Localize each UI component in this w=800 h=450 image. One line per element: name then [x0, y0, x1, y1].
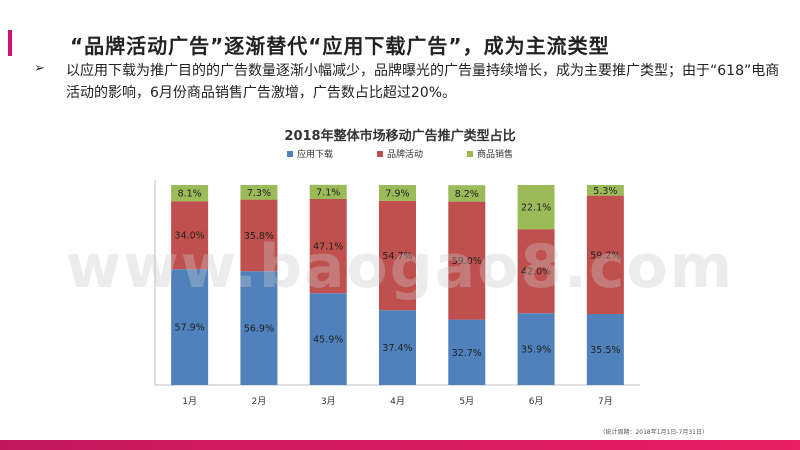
data-label-brand-3: 47.1%: [313, 242, 343, 253]
bar-app-2: [240, 271, 278, 385]
legend-item-sales: 商品销售: [467, 147, 513, 160]
data-label-sales-1: 8.1%: [178, 189, 202, 200]
bar-sales-6: [517, 185, 555, 230]
data-label-brand-2: 35.8%: [244, 231, 274, 242]
x-tick-label-4: 4月: [390, 396, 405, 407]
data-label-sales-7: 5.3%: [593, 186, 617, 197]
chart-title: 2018年整体市场移动广告推广类型占比: [284, 129, 516, 144]
bar-app-6: [517, 313, 555, 385]
x-tick-label-6: 6月: [529, 396, 544, 407]
bar-app-5: [448, 319, 486, 385]
data-label-sales-2: 7.3%: [247, 188, 271, 199]
bullet-arrow-icon: ➢: [34, 61, 45, 76]
bar-app-3: [309, 293, 347, 385]
data-label-brand-7: 59.2%: [590, 250, 620, 261]
data-label-app-2: 56.9%: [244, 324, 274, 335]
bar-brand-5: [448, 201, 486, 320]
data-label-brand-4: 54.7%: [382, 251, 412, 262]
bar-brand-7: [586, 195, 624, 314]
x-tick-label-3: 3月: [321, 396, 336, 407]
legend-swatch-brand: [376, 150, 383, 157]
data-label-brand-6: 42.0%: [521, 267, 551, 278]
bar-brand-6: [517, 229, 555, 314]
bar-app-1: [171, 269, 209, 385]
bar-sales-4: [379, 185, 416, 201]
data-label-app-6: 35.9%: [521, 345, 551, 356]
data-label-app-1: 57.9%: [175, 323, 205, 334]
footnote: （统计周期：2018年1月1日-7月31日）: [599, 429, 708, 436]
data-label-sales-6: 22.1%: [521, 203, 551, 214]
legend-swatch-app: [286, 150, 293, 157]
bar-sales-1: [171, 185, 209, 202]
legend-item-app: 应用下载: [286, 147, 333, 160]
data-label-brand-1: 34.0%: [175, 231, 205, 242]
x-tick-label-2: 2月: [252, 396, 267, 407]
bar-sales-3: [309, 184, 347, 199]
x-tick-label-5: 5月: [459, 396, 474, 407]
data-label-sales-4: 7.9%: [385, 188, 409, 199]
bar-app-4: [379, 310, 416, 385]
chart-legend: 应用下载 品牌活动 商品销售: [0, 147, 800, 160]
bar-sales-5: [448, 185, 486, 202]
legend-swatch-sales: [467, 150, 473, 157]
data-label-app-5: 32.7%: [452, 348, 482, 359]
bar-brand-1: [171, 201, 209, 270]
data-label-app-7: 35.5%: [590, 345, 620, 356]
data-label-app-4: 37.4%: [382, 343, 412, 354]
data-label-brand-5: 59.0%: [452, 256, 482, 267]
legend-label-brand: 品牌活动: [386, 150, 423, 160]
bar-app-7: [586, 314, 624, 385]
legend-item-brand: 品牌活动: [376, 147, 423, 160]
data-label-app-3: 45.9%: [313, 335, 343, 346]
data-label-sales-3: 7.1%: [316, 187, 340, 198]
bullet-text: 以应用下载为推广目的的广告数量逐渐小幅减少，品牌曝光的广告量持续增长，成为主要推…: [66, 63, 780, 101]
bar-brand-3: [309, 199, 347, 294]
legend-label-app: 应用下载: [296, 150, 333, 160]
page-title: “品牌活动广告”逐渐替代“应用下载广告”，成为主流类型: [70, 34, 610, 58]
bar-brand-4: [379, 200, 416, 311]
accent-bar: [8, 30, 12, 56]
bar-brand-2: [240, 199, 278, 272]
bottom-bar: [0, 440, 800, 450]
data-label-sales-5: 8.2%: [455, 189, 479, 200]
legend-label-sales: 商品销售: [477, 150, 514, 160]
x-tick-label-1: 1月: [182, 396, 197, 407]
x-tick-label-7: 7月: [598, 396, 613, 407]
bar-sales-7: [586, 185, 624, 196]
bar-sales-2: [240, 185, 278, 200]
